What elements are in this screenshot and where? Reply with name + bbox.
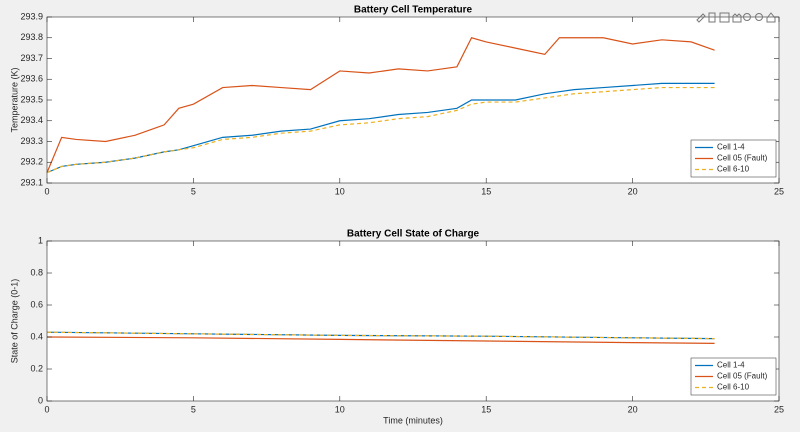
y-tick-label: 1 <box>38 235 43 245</box>
x-tick-label: 25 <box>774 404 784 414</box>
tool-brush[interactable] <box>696 13 706 23</box>
y-tick-label: 293.7 <box>20 53 43 63</box>
toolbar[interactable] <box>696 12 776 23</box>
y-tick-label: 293.4 <box>20 115 43 125</box>
x-tick-label: 10 <box>335 186 345 196</box>
y-tick-label: 0.6 <box>30 299 43 309</box>
x-tick-label: 15 <box>481 186 491 196</box>
y-tick-label: 293.3 <box>20 136 43 146</box>
y-tick-label: 293.5 <box>20 94 43 104</box>
chart-title: Battery Cell State of Charge <box>347 229 480 240</box>
legend-label: Cell 1-4 <box>717 361 745 370</box>
x-tick-label: 5 <box>191 404 196 414</box>
chart-title: Battery Cell Temperature <box>354 5 473 16</box>
tool-zoom-in[interactable] <box>743 13 751 21</box>
legend-box <box>690 139 777 178</box>
x-tick-label: 25 <box>774 186 784 196</box>
x-tick-label: 20 <box>628 404 638 414</box>
y-axis-label: Temperature (K) <box>9 67 19 132</box>
y-tick-label: 0.2 <box>30 363 43 373</box>
x-axis-label: Time (minutes) <box>383 415 443 425</box>
y-axis-label: State of Charge (0-1) <box>9 279 19 364</box>
x-tick-label: 20 <box>628 186 638 196</box>
tool-rotate[interactable] <box>719 12 730 23</box>
series-line <box>46 37 715 173</box>
y-tick-label: 293.9 <box>20 11 43 21</box>
tool-home[interactable] <box>766 12 776 23</box>
y-tick-label: 293.2 <box>20 157 43 167</box>
x-tick-label: 0 <box>44 404 49 414</box>
y-tick-label: 293.8 <box>20 32 43 42</box>
y-tick-label: 293.6 <box>20 74 43 84</box>
tool-zoom-out[interactable] <box>755 13 763 21</box>
y-tick-label: 0.8 <box>30 267 43 277</box>
legend-label: Cell 1-4 <box>717 143 745 152</box>
series-line <box>46 336 715 344</box>
legend-label: Cell 6-10 <box>717 165 750 174</box>
y-tick-label: 0.4 <box>30 331 43 341</box>
plot-area <box>47 17 779 183</box>
x-tick-label: 15 <box>481 404 491 414</box>
x-tick-label: 10 <box>335 404 345 414</box>
legend-label: Cell 6-10 <box>717 383 750 392</box>
series-line <box>46 82 715 174</box>
tool-pan[interactable] <box>732 13 742 23</box>
legend-label: Cell 05 (Fault) <box>717 154 768 163</box>
x-tick-label: 0 <box>44 186 49 196</box>
series-line <box>46 86 715 174</box>
series-line <box>46 331 715 340</box>
y-tick-label: 0 <box>38 395 43 405</box>
tool-datatip[interactable] <box>708 12 716 23</box>
x-tick-label: 5 <box>191 186 196 196</box>
y-tick-label: 293.1 <box>20 177 43 187</box>
plot-area <box>47 241 779 401</box>
legend-label: Cell 05 (Fault) <box>717 372 768 381</box>
axes-box <box>46 240 780 402</box>
